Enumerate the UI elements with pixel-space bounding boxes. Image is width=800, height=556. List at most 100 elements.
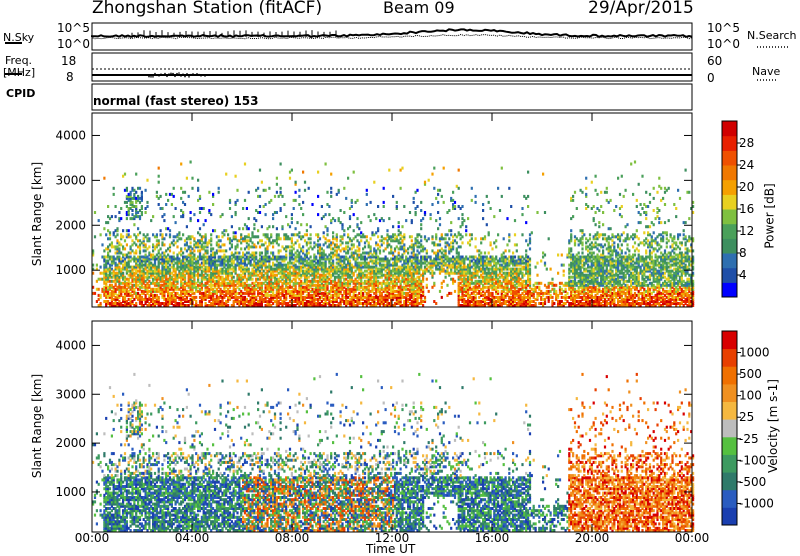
range-gate-cell: [325, 163, 327, 166]
range-gate-cell: [377, 227, 379, 230]
range-gate-cell: [328, 205, 330, 208]
range-gate-cell: [235, 201, 237, 204]
nave-dot: [176, 73, 178, 75]
range-gate-cell: [426, 249, 428, 252]
nave-dot: [146, 74, 148, 76]
range-gate-cell: [418, 245, 420, 248]
range-gate-cell: [115, 229, 117, 232]
range-gate-cell: [437, 268, 439, 271]
range-gate-cell: [113, 193, 115, 196]
range-gate-cell: [405, 292, 407, 295]
range-gate-cell: [366, 203, 368, 206]
range-gate-cell: [175, 258, 177, 261]
range-gate-cell: [302, 171, 304, 174]
range-gate-cell: [310, 274, 312, 277]
range-gate-cell: [124, 189, 126, 192]
range-gate-cell: [221, 268, 223, 271]
range-gate-cell: [280, 163, 282, 166]
range-gate-cell: [255, 235, 257, 238]
range-gate-cell: [441, 252, 443, 255]
range-gate-cell: [113, 231, 115, 234]
range-gate-cell: [400, 241, 402, 244]
range-gate-cell: [471, 237, 473, 240]
range-gate-cell: [475, 245, 477, 248]
range-gate-cell: [319, 284, 321, 287]
range-gate-cell: [276, 177, 278, 180]
range-gate-cell: [293, 278, 295, 281]
range-gate-cell: [143, 286, 145, 289]
range-gate-cell: [390, 270, 392, 273]
range-gate-cell: [317, 239, 319, 242]
range-gate-cell: [137, 270, 139, 273]
range-gate-cell: [381, 235, 383, 238]
range-gate-cell: [323, 284, 325, 287]
range-gate-cell: [212, 203, 214, 206]
range-gate-cell: [430, 256, 432, 259]
range-gate-cell: [251, 268, 253, 271]
range-gate-cell: [128, 229, 130, 232]
range-gate-cell: [360, 231, 362, 234]
range-gate-cell: [160, 276, 162, 279]
range-gate-cell: [349, 215, 351, 218]
range-gate-cell: [340, 239, 342, 242]
range-gate-cell: [220, 268, 222, 271]
range-gate-cell: [206, 278, 208, 281]
nave-dot: [188, 76, 190, 78]
range-gate-cell: [236, 189, 238, 192]
range-gate-cell: [152, 264, 154, 267]
range-gate-cell: [448, 292, 450, 295]
range-gate-cell: [415, 278, 417, 281]
range-gate-cell: [225, 260, 227, 263]
range-gate-cell: [242, 252, 244, 255]
range-gate-cell: [450, 278, 452, 281]
range-gate-cell: [437, 227, 439, 230]
range-gate-cell: [373, 260, 375, 263]
range-gate-cell: [268, 225, 270, 228]
range-gate-cell: [431, 235, 433, 238]
range-gate-cell: [210, 233, 212, 236]
range-gate-cell: [165, 256, 167, 259]
range-gate-cell: [293, 233, 295, 236]
range-gate-cell: [289, 290, 291, 293]
range-gate-cell: [330, 219, 332, 222]
range-gate-cell: [161, 233, 163, 236]
range-gate-cell: [146, 256, 148, 259]
range-gate-cell: [330, 274, 332, 277]
range-gate-cell: [206, 241, 208, 244]
range-gate-cell: [266, 282, 268, 285]
range-gate-cell: [205, 249, 207, 252]
range-gate-cell: [116, 302, 118, 305]
range-gate-cell: [358, 282, 360, 285]
range-gate-cell: [220, 249, 222, 252]
range-gate-cell: [325, 274, 327, 277]
range-gate-cell: [343, 229, 345, 232]
range-gate-cell: [203, 235, 205, 238]
range-gate-cell: [212, 193, 214, 196]
range-gate-cell: [276, 191, 278, 194]
range-gate-cell: [182, 252, 184, 255]
range-gate-cell: [130, 282, 132, 285]
range-gate-cell: [430, 217, 432, 220]
range-gate-cell: [281, 264, 283, 267]
range-gate-cell: [212, 284, 214, 287]
range-gate-cell: [370, 302, 372, 305]
range-gate-cell: [165, 249, 167, 252]
range-gate-cell: [405, 266, 407, 269]
range-gate-cell: [180, 197, 182, 200]
range-gate-cell: [319, 237, 321, 240]
range-gate-cell: [139, 243, 141, 246]
range-gate-cell: [445, 245, 447, 248]
range-gate-cell: [131, 213, 133, 216]
nave-dot: [156, 75, 158, 77]
range-gate-cell: [345, 241, 347, 244]
range-gate-cell: [351, 243, 353, 246]
range-gate-cell: [308, 252, 310, 255]
range-gate-cell: [407, 247, 409, 250]
range-gate-cell: [266, 256, 268, 259]
range-gate-cell: [426, 268, 428, 271]
range-gate-cell: [105, 300, 107, 303]
range-gate-cell: [130, 217, 132, 220]
range-gate-cell: [398, 266, 400, 269]
range-gate-cell: [465, 266, 467, 269]
range-gate-cell: [345, 288, 347, 291]
